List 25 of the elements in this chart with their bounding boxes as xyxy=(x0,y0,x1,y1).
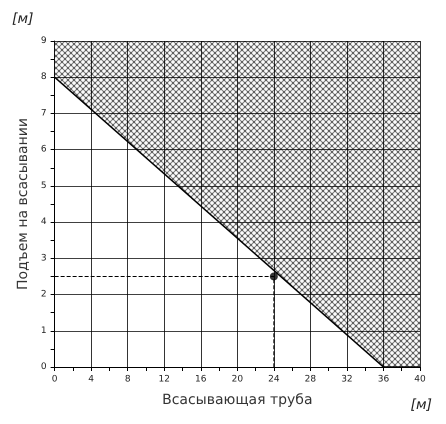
y-tick-label: 5 xyxy=(40,180,47,191)
x-tick-label: 8 xyxy=(124,374,131,384)
y-tick-label: 2 xyxy=(40,290,47,300)
x-tick-label: 40 xyxy=(414,374,426,384)
y-tick-label: 7 xyxy=(40,108,47,118)
text: [м] xyxy=(12,11,34,27)
x-tick-label: 28 xyxy=(304,374,316,384)
y-tick-label: 8 xyxy=(40,72,47,82)
x-tick-label: 32 xyxy=(341,374,353,384)
y-tick-label: 6 xyxy=(40,144,47,155)
y-axis-title: Подъем на всасывании xyxy=(15,118,31,290)
y-tick-label: 0 xyxy=(40,362,47,372)
x-tick-label: 12 xyxy=(158,374,170,384)
x-axis-title: Всасывающая труба xyxy=(162,392,313,408)
y-tick-label: 9 xyxy=(40,36,47,46)
y-tick-label: 4 xyxy=(40,217,47,228)
text: [м] xyxy=(410,397,432,413)
x-tick-label: 24 xyxy=(268,374,280,384)
y-tick-label: 1 xyxy=(40,326,47,336)
y-tick-label: 3 xyxy=(40,253,47,264)
x-tick-label: 0 xyxy=(52,374,58,384)
x-tick-label: 4 xyxy=(88,374,94,384)
x-tick-label: 36 xyxy=(378,374,390,384)
x-tick-label: 20 xyxy=(232,374,244,384)
x-tick-label: 16 xyxy=(195,374,207,384)
